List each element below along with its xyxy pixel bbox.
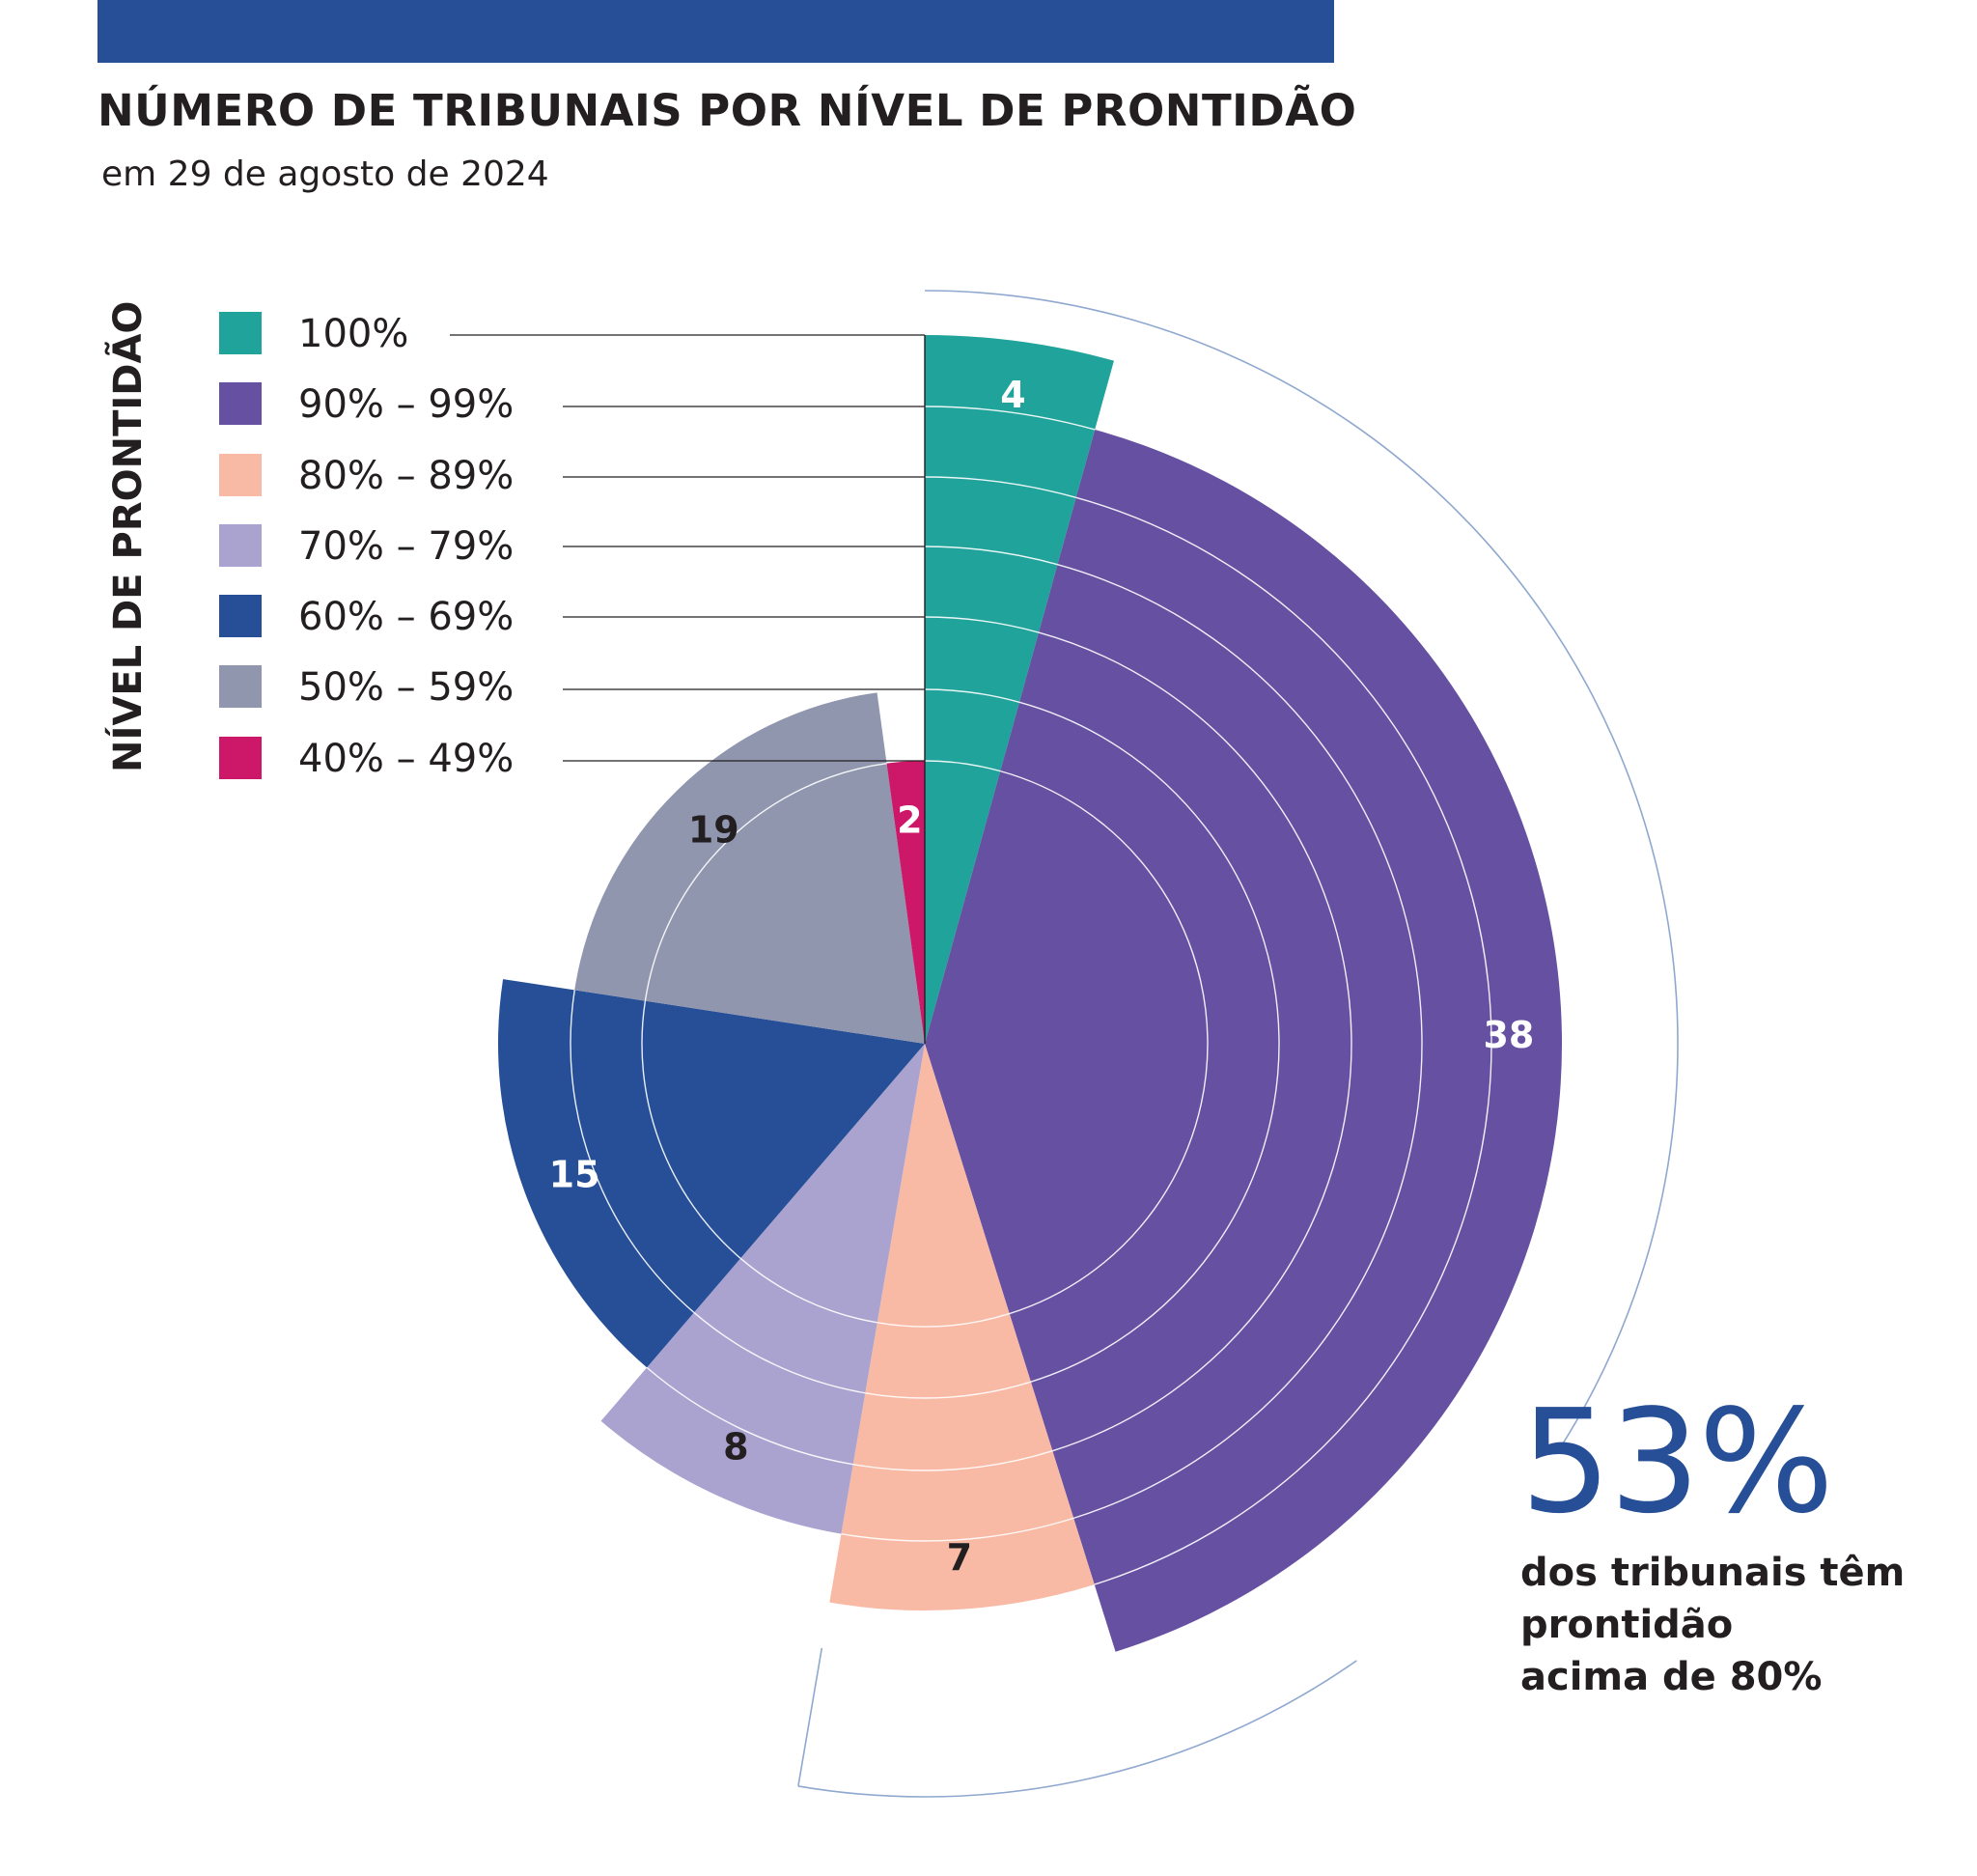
- callout-line: acima de 80%: [1520, 1655, 1823, 1699]
- gridline-arc: [1018, 701, 1280, 1383]
- legend-swatch: [219, 312, 262, 354]
- value-label-1: 4: [1000, 374, 1025, 416]
- gridline-arc: [641, 1000, 741, 1259]
- value-label-3: 7: [947, 1536, 972, 1579]
- gridline-arc: [644, 762, 887, 1001]
- bracket-tick: [797, 1647, 823, 1787]
- gridline-arc: [1075, 496, 1492, 1585]
- sector-7: [886, 761, 925, 1044]
- gridline-arc: [924, 760, 1001, 772]
- legend-title: NÍVEL DE PRONTIDÃO: [103, 301, 151, 772]
- gridline-arc: [1057, 564, 1423, 1520]
- callout-percent: 53%: [1520, 1379, 1834, 1545]
- gridline-arc: [841, 1517, 1074, 1542]
- legend: NÍVEL DE PRONTIDÃO 100% 90% – 99% 80% – 89…: [103, 301, 514, 781]
- gridline-arc: [570, 990, 695, 1313]
- legend-label: 70% – 79%: [298, 524, 514, 569]
- gridline-arc: [1038, 631, 1352, 1452]
- gridline-arc: [924, 546, 1058, 566]
- bracket-arc: [924, 290, 1679, 1455]
- sector-6: [574, 692, 925, 1044]
- gridline-arc: [924, 476, 1076, 498]
- annotation-bracket: [797, 290, 1679, 1798]
- gridline-arc: [924, 616, 1040, 633]
- chart-title: NÚMERO DE TRIBUNAIS POR NÍVEL DE PRONTID…: [97, 85, 1357, 136]
- header-bar: [97, 0, 1334, 63]
- gridline-arc: [693, 1311, 866, 1394]
- sector-2: [925, 429, 1563, 1652]
- sector-3: [829, 1044, 1095, 1611]
- sector-1: [925, 335, 1114, 1044]
- legend-label: 80% – 89%: [298, 454, 514, 498]
- gridline-arc: [865, 1381, 1032, 1399]
- value-label-5: 15: [549, 1153, 600, 1195]
- legend-swatch: [219, 595, 262, 637]
- value-label-6: 19: [688, 809, 739, 852]
- value-label-7: 2: [897, 799, 922, 842]
- gridline-arc: [739, 1257, 877, 1324]
- legend-leader-lines: [450, 334, 926, 1044]
- radial-gridlines: [570, 406, 1492, 1585]
- legend-label: 50% – 59%: [298, 665, 514, 710]
- legend-swatch: [219, 454, 262, 496]
- gridline-arc: [924, 688, 1020, 703]
- chart-sectors: [498, 335, 1563, 1652]
- gridline-arc: [877, 1312, 1010, 1328]
- legend-swatch: [219, 524, 262, 567]
- legend-swatch: [219, 382, 262, 425]
- legend-label: 60% – 69%: [298, 595, 514, 639]
- value-label-2: 38: [1483, 1014, 1534, 1056]
- value-label-4: 8: [723, 1425, 748, 1468]
- gridline-arc: [924, 406, 1096, 431]
- legend-label: 40% – 49%: [298, 737, 514, 781]
- callout-line: prontidão: [1520, 1603, 1734, 1647]
- legend-label: 90% – 99%: [298, 382, 514, 427]
- chart-subtitle: em 29 de agosto de 2024: [101, 154, 549, 194]
- legend-label: 100%: [298, 312, 408, 356]
- callout: 53% dos tribunais têm prontidão acima de…: [1520, 1390, 1926, 1703]
- legend-swatch: [219, 665, 262, 708]
- sector-4: [600, 1044, 925, 1534]
- callout-text: dos tribunais têm prontidão acima de 80%: [1520, 1547, 1926, 1703]
- gridline-arc: [852, 1450, 1053, 1471]
- legend-swatch: [219, 737, 262, 779]
- bracket-arc: [797, 1660, 1357, 1798]
- value-labels: 4 38 7 8 15 19 2: [549, 374, 1535, 1579]
- callout-line: dos tribunais têm: [1520, 1551, 1906, 1595]
- gridline-arc: [1000, 770, 1209, 1315]
- sector-5: [498, 979, 925, 1368]
- gridline-arc: [646, 1366, 853, 1466]
